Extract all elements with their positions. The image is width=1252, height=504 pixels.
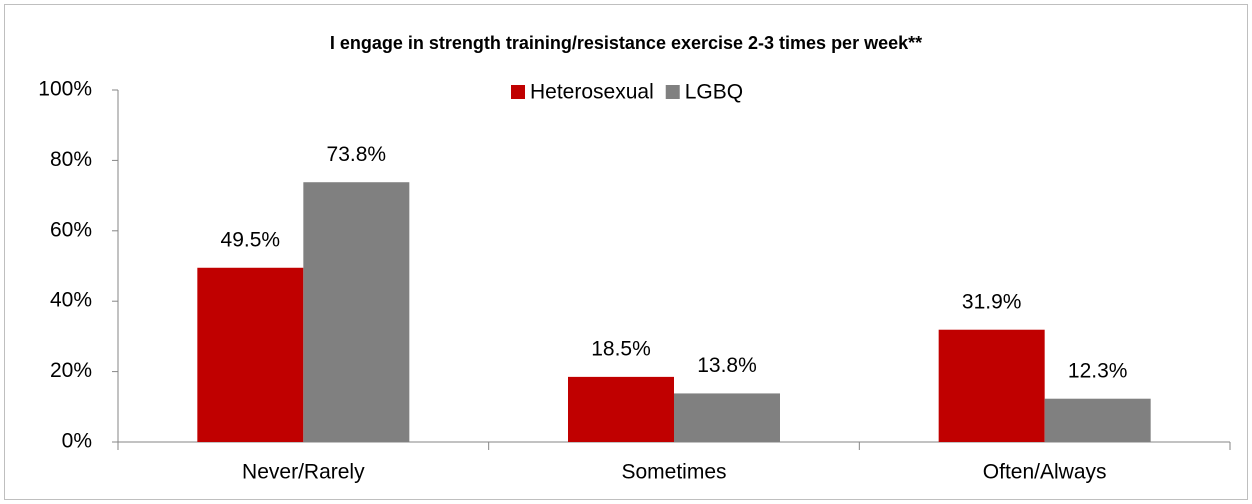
data-label: 31.9%: [962, 290, 1022, 313]
data-label: 12.3%: [1068, 359, 1128, 382]
bar: [674, 393, 780, 442]
y-tick-label: 100%: [38, 78, 92, 101]
y-tick-label: 80%: [50, 148, 92, 171]
y-tick-label: 60%: [50, 218, 92, 241]
bar: [568, 376, 674, 442]
data-label: 73.8%: [327, 143, 387, 166]
data-label: 13.8%: [697, 354, 757, 377]
y-tick-label: 20%: [50, 359, 92, 382]
legend-swatch: [511, 85, 525, 99]
y-tick-label: 40%: [50, 289, 92, 312]
bar: [1044, 398, 1151, 442]
x-tick-label: Never/Rarely: [242, 461, 365, 484]
data-label: 49.5%: [221, 228, 281, 251]
bar: [197, 267, 304, 442]
y-tick-label: 0%: [62, 430, 92, 453]
x-tick-label: Sometimes: [621, 461, 726, 484]
bar: [303, 182, 410, 442]
legend-label: Heterosexual: [530, 81, 654, 104]
data-label: 18.5%: [591, 337, 651, 360]
legend-swatch: [665, 85, 680, 99]
legend-label: LGBQ: [685, 81, 743, 104]
bar: [938, 329, 1045, 442]
x-tick-label: Often/Always: [983, 461, 1107, 484]
chart-title: I engage in strength training/resistance…: [330, 33, 922, 53]
